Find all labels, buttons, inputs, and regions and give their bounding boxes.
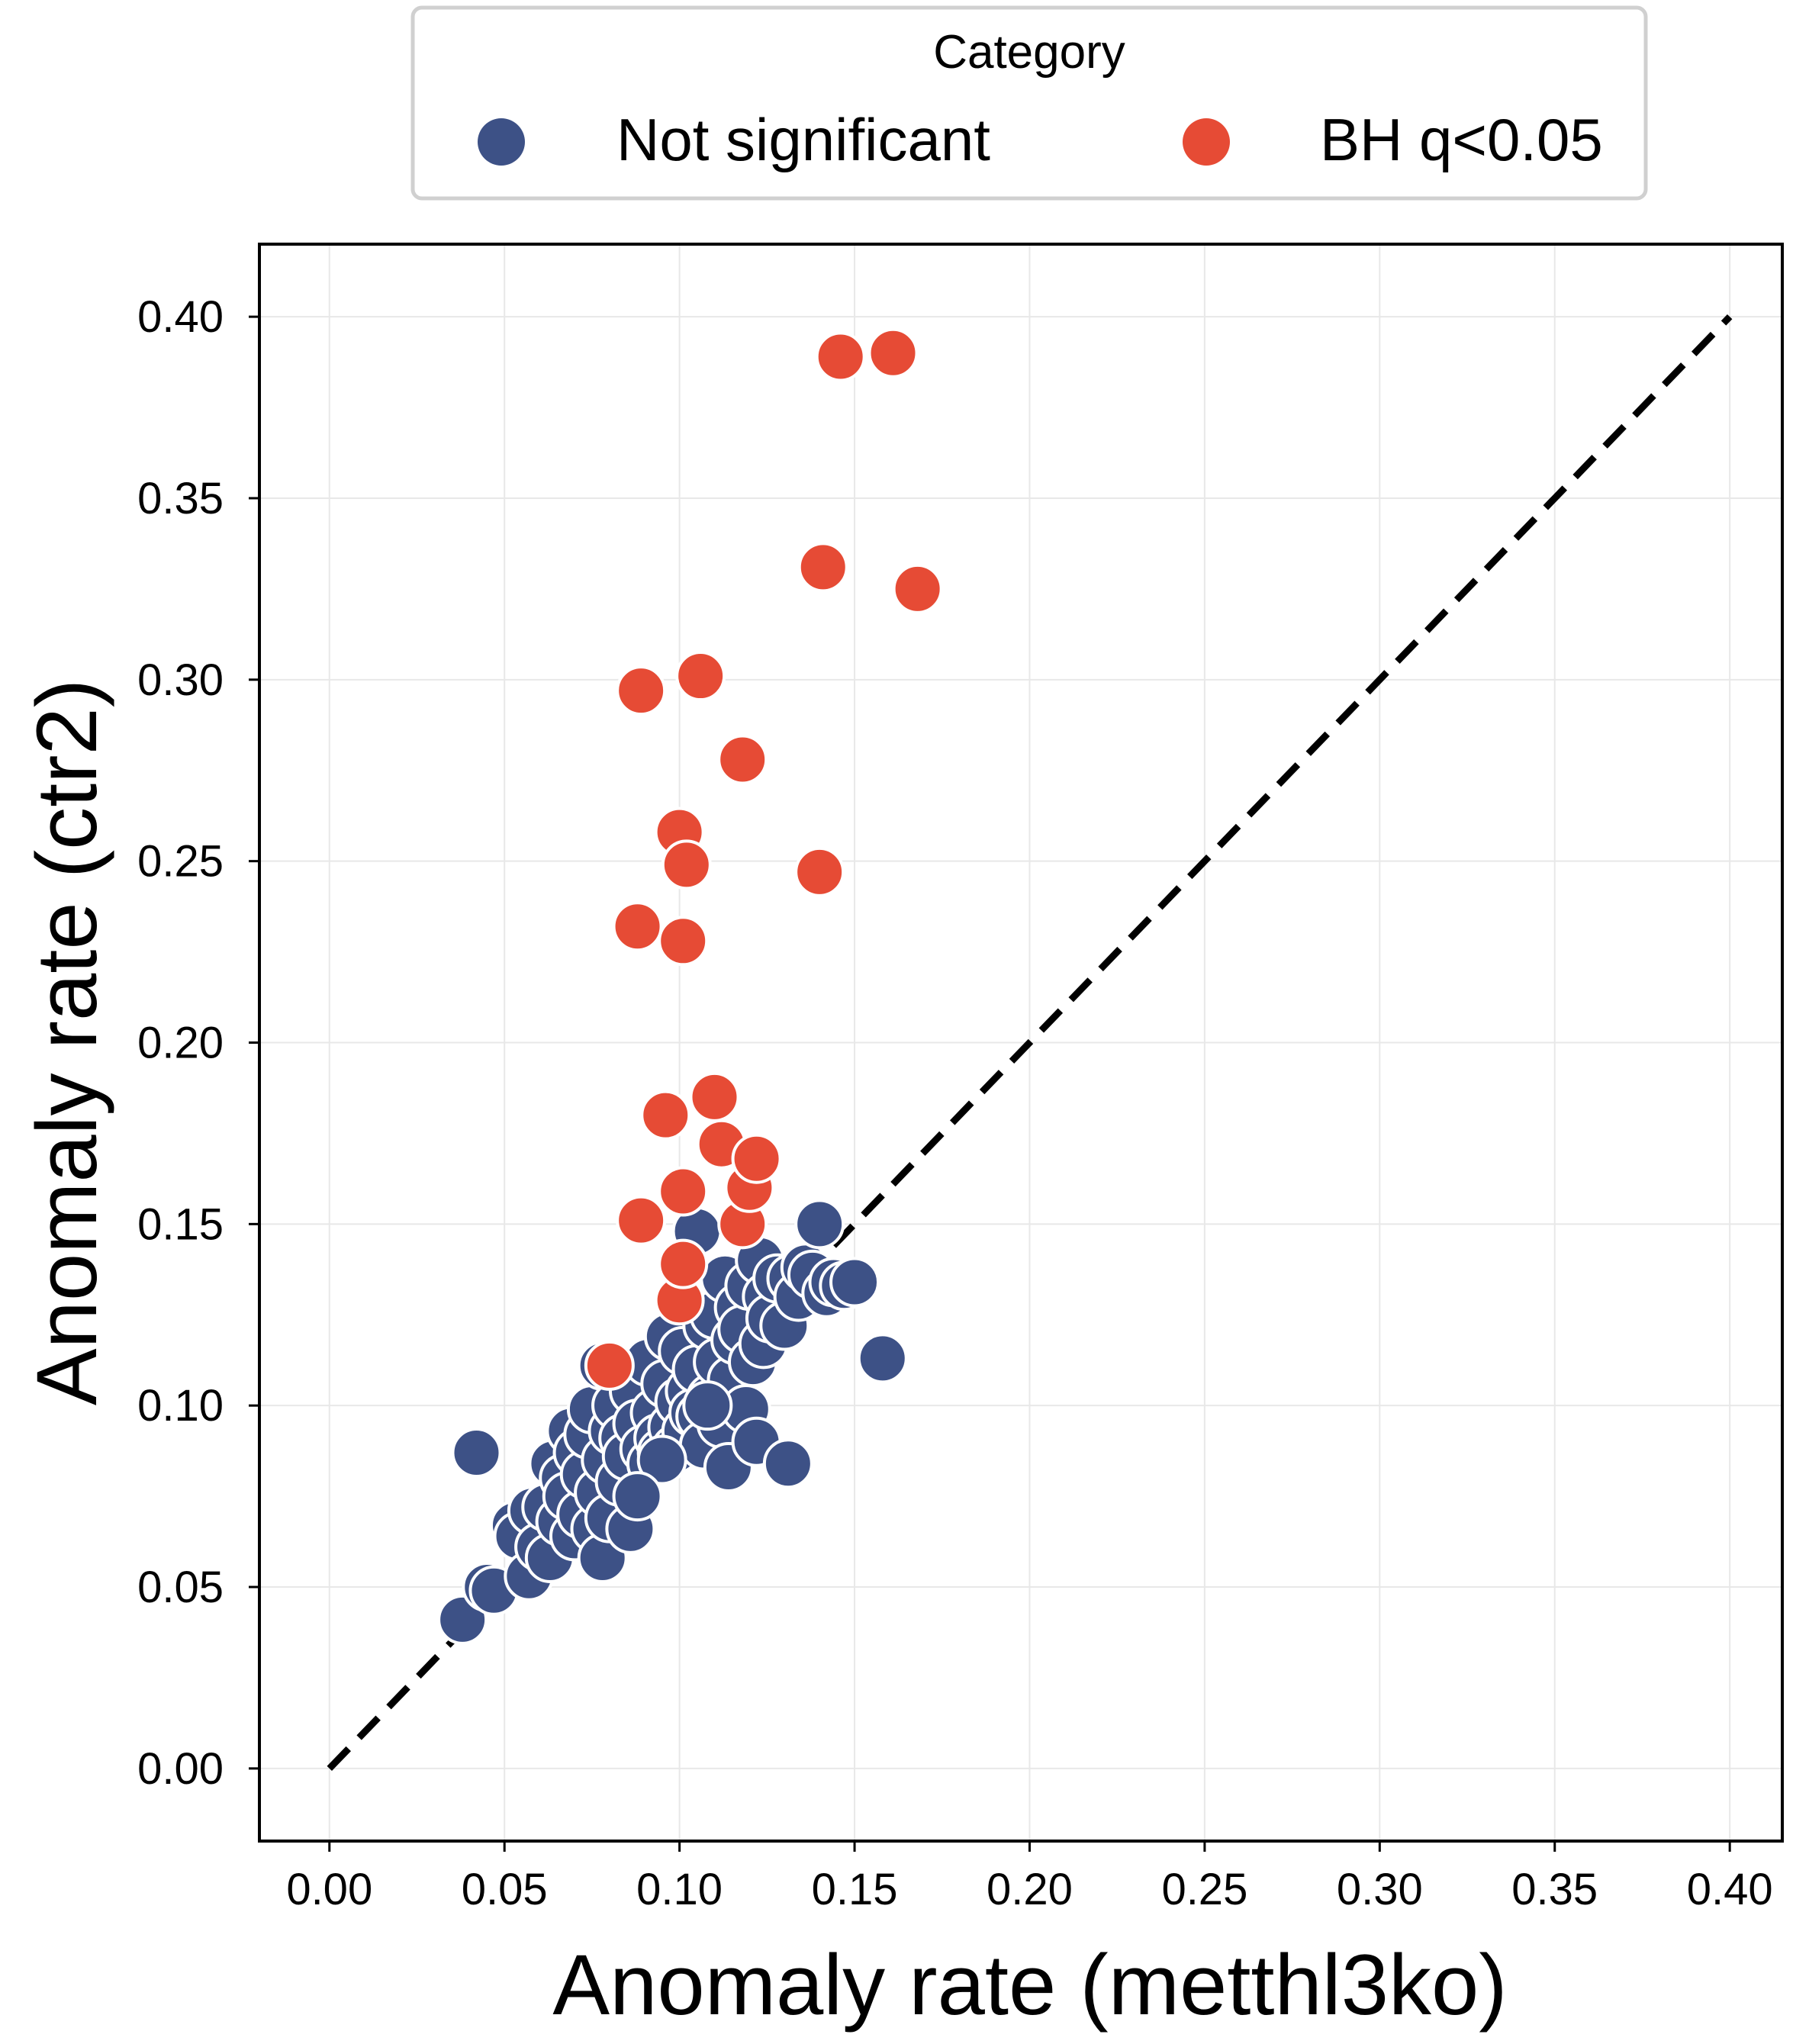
data-point <box>829 1257 880 1308</box>
x-tick-label: 0.20 <box>987 1865 1073 1914</box>
y-tick-label: 0.40 <box>137 292 224 342</box>
x-tick-label: 0.25 <box>1161 1865 1247 1914</box>
legend-label-not-significant: Not significant <box>616 106 990 173</box>
data-point <box>658 1166 709 1217</box>
y-tick-label: 0.25 <box>137 837 224 887</box>
data-point <box>689 1071 740 1122</box>
data-point <box>797 542 848 593</box>
data-point <box>682 1380 733 1431</box>
x-tick-label: 0.35 <box>1511 1865 1598 1914</box>
data-point <box>892 563 943 614</box>
data-point <box>658 1238 709 1289</box>
reference-line-layer <box>327 314 1733 1771</box>
y-tick-label: 0.30 <box>137 655 224 705</box>
x-tick-label: 0.30 <box>1337 1865 1423 1914</box>
x-tick-label: 0.00 <box>286 1865 372 1914</box>
data-point <box>794 846 845 897</box>
data-point <box>731 1133 782 1184</box>
data-point <box>717 734 768 785</box>
legend: Category Not significant BH q<0.05 <box>410 5 1648 201</box>
data-point <box>584 1340 635 1391</box>
data-point <box>451 1428 502 1479</box>
x-axis-title: Anomaly rate (metthl3ko) <box>552 1937 1507 2033</box>
data-point <box>762 1438 813 1489</box>
data-point <box>815 331 866 382</box>
data-point <box>616 1195 667 1246</box>
y-axis-title: Anomaly rate (ctr2) <box>19 679 114 1405</box>
data-points <box>437 327 943 1645</box>
data-point <box>640 1090 691 1141</box>
y-tick-label: 0.35 <box>137 474 224 523</box>
x-tick-label: 0.15 <box>812 1865 898 1914</box>
x-tick-label: 0.40 <box>1687 1865 1773 1914</box>
data-point <box>658 916 709 967</box>
axis-ticks: 0.00 0.05 0.10 0.15 0.20 0.25 0.30 0.35 0.40 0.00… <box>137 292 1773 1914</box>
legend-title: Category <box>933 26 1125 79</box>
y-tick-label: 0.10 <box>137 1381 224 1431</box>
y-tick-label: 0.00 <box>137 1744 224 1794</box>
legend-frame <box>410 5 1648 201</box>
data-point <box>636 1434 687 1486</box>
data-point <box>616 665 667 716</box>
data-point <box>857 1333 908 1384</box>
data-point <box>661 839 712 890</box>
data-point <box>794 1199 845 1250</box>
data-point <box>612 1471 663 1522</box>
data-point <box>675 651 726 702</box>
y-tick-label: 0.05 <box>137 1563 224 1612</box>
x-tick-label: 0.10 <box>636 1865 723 1914</box>
legend-marker-not-significant <box>478 118 525 166</box>
series-bh-significant <box>584 327 943 1391</box>
data-point <box>612 901 663 952</box>
x-tick-label: 0.05 <box>462 1865 548 1914</box>
legend-marker-bh-significant <box>1183 118 1230 166</box>
identity-reference-line <box>327 314 1733 1771</box>
y-tick-label: 0.20 <box>137 1019 224 1068</box>
y-tick-label: 0.15 <box>137 1199 224 1249</box>
legend-label-bh-significant: BH q<0.05 <box>1320 106 1603 173</box>
data-point <box>867 327 919 378</box>
series-not-significant <box>437 1199 908 1645</box>
